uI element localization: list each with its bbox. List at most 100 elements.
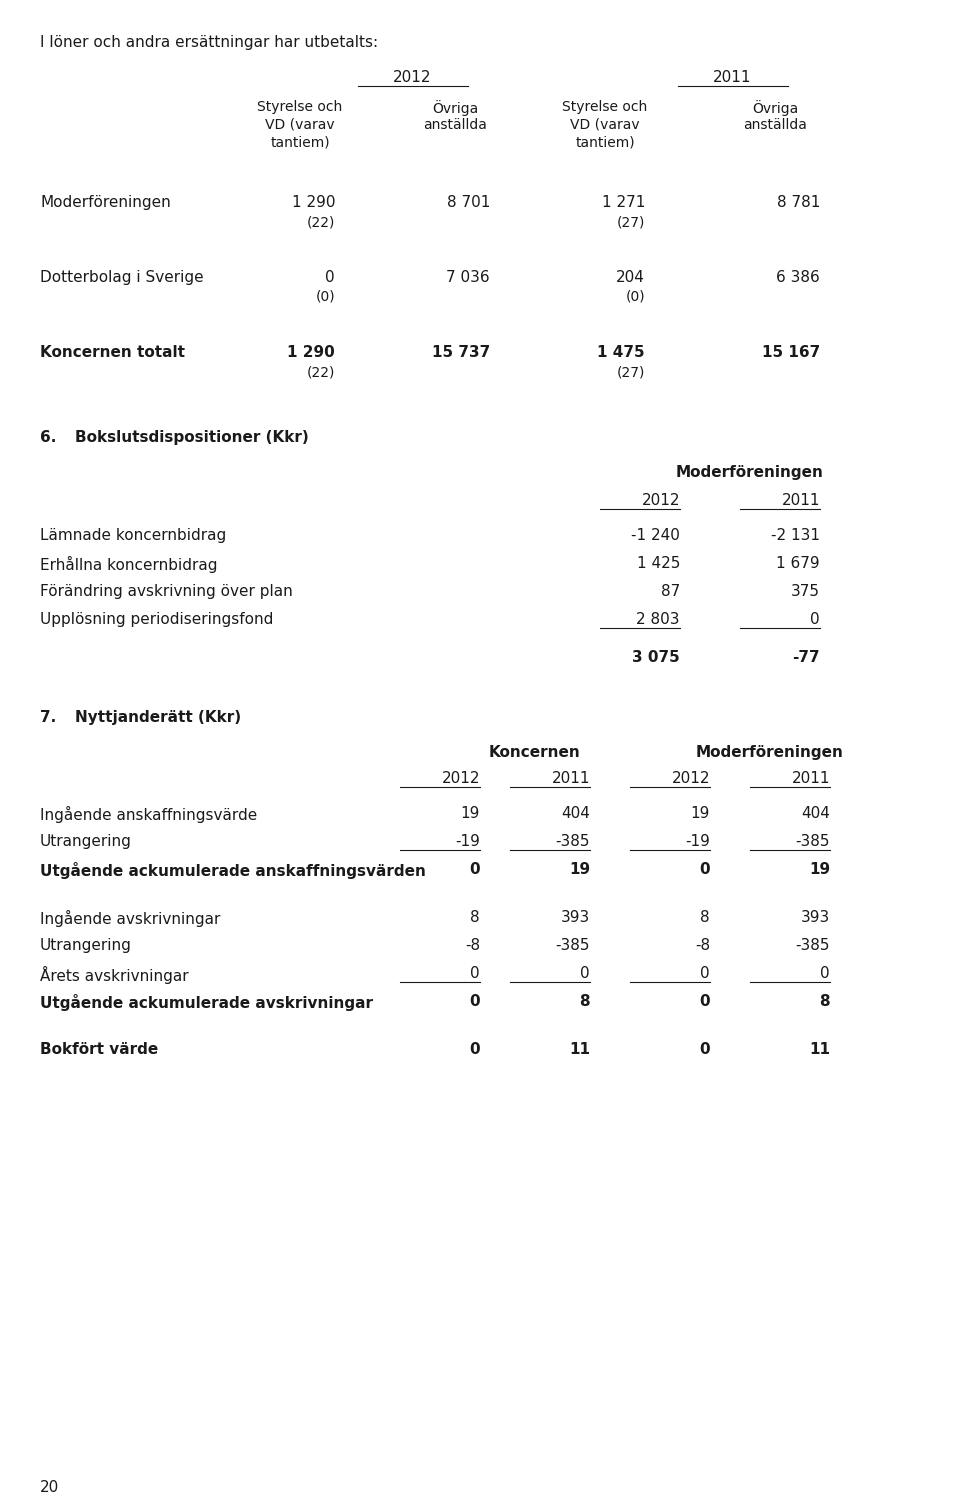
Text: 0: 0 xyxy=(469,1043,480,1058)
Text: 8 701: 8 701 xyxy=(446,195,490,210)
Text: -385: -385 xyxy=(556,938,590,953)
Text: 15 167: 15 167 xyxy=(761,345,820,360)
Text: 19: 19 xyxy=(569,861,590,876)
Text: 2011: 2011 xyxy=(551,771,590,786)
Text: (27): (27) xyxy=(616,366,645,379)
Text: 2011: 2011 xyxy=(713,70,752,85)
Text: Moderföreningen: Moderföreningen xyxy=(676,465,824,480)
Text: Utgående ackumulerade anskaffningsvärden: Utgående ackumulerade anskaffningsvärden xyxy=(40,861,426,879)
Text: 8: 8 xyxy=(820,994,830,1009)
Text: 0: 0 xyxy=(701,966,710,981)
Text: Utrangering: Utrangering xyxy=(40,834,132,849)
Text: 393: 393 xyxy=(801,910,830,925)
Text: 6 386: 6 386 xyxy=(777,270,820,286)
Text: 19: 19 xyxy=(809,861,830,876)
Text: 11: 11 xyxy=(569,1043,590,1058)
Text: 1 425: 1 425 xyxy=(636,556,680,571)
Text: (27): (27) xyxy=(616,215,645,230)
Text: Dotterbolag i Sverige: Dotterbolag i Sverige xyxy=(40,270,204,286)
Text: -77: -77 xyxy=(792,650,820,665)
Text: Årets avskrivningar: Årets avskrivningar xyxy=(40,966,188,984)
Text: Utgående ackumulerade avskrivningar: Utgående ackumulerade avskrivningar xyxy=(40,994,373,1011)
Text: 0: 0 xyxy=(469,861,480,876)
Text: Ingående avskrivningar: Ingående avskrivningar xyxy=(40,910,221,928)
Text: -19: -19 xyxy=(685,834,710,849)
Text: 19: 19 xyxy=(690,805,710,820)
Text: 11: 11 xyxy=(809,1043,830,1058)
Text: Övriga: Övriga xyxy=(752,100,798,116)
Text: tantiem): tantiem) xyxy=(575,136,635,150)
Text: Lämnade koncernbidrag: Lämnade koncernbidrag xyxy=(40,527,227,542)
Text: 8: 8 xyxy=(580,994,590,1009)
Text: Bokslutsdispositioner (Kkr): Bokslutsdispositioner (Kkr) xyxy=(75,431,309,446)
Text: Upplösning periodiseringsfond: Upplösning periodiseringsfond xyxy=(40,612,274,627)
Text: anställda: anställda xyxy=(743,118,807,131)
Text: -8: -8 xyxy=(465,938,480,953)
Text: 2012: 2012 xyxy=(671,771,710,786)
Text: Nyttjanderätt (Kkr): Nyttjanderätt (Kkr) xyxy=(75,710,241,725)
Text: (0): (0) xyxy=(316,290,335,304)
Text: (0): (0) xyxy=(625,290,645,304)
Text: -385: -385 xyxy=(556,834,590,849)
Text: tantiem): tantiem) xyxy=(270,136,330,150)
Text: 2011: 2011 xyxy=(791,771,830,786)
Text: 375: 375 xyxy=(791,583,820,598)
Text: VD (varav: VD (varav xyxy=(265,118,335,131)
Text: 0: 0 xyxy=(470,966,480,981)
Text: -385: -385 xyxy=(796,938,830,953)
Text: -8: -8 xyxy=(695,938,710,953)
Text: 1 290: 1 290 xyxy=(287,345,335,360)
Text: Bokfört värde: Bokfört värde xyxy=(40,1043,158,1058)
Text: -1 240: -1 240 xyxy=(631,527,680,542)
Text: Utrangering: Utrangering xyxy=(40,938,132,953)
Text: 8: 8 xyxy=(701,910,710,925)
Text: Övriga: Övriga xyxy=(432,100,478,116)
Text: 6.: 6. xyxy=(40,431,57,446)
Text: VD (varav: VD (varav xyxy=(570,118,639,131)
Text: 7.: 7. xyxy=(40,710,57,725)
Text: 0: 0 xyxy=(700,861,710,876)
Text: 0: 0 xyxy=(581,966,590,981)
Text: 0: 0 xyxy=(700,1043,710,1058)
Text: 0: 0 xyxy=(469,994,480,1009)
Text: 404: 404 xyxy=(562,805,590,820)
Text: Förändring avskrivning över plan: Förändring avskrivning över plan xyxy=(40,583,293,598)
Text: -2 131: -2 131 xyxy=(771,527,820,542)
Text: 1 475: 1 475 xyxy=(597,345,645,360)
Text: (22): (22) xyxy=(306,366,335,379)
Text: 8 781: 8 781 xyxy=(777,195,820,210)
Text: 1 679: 1 679 xyxy=(777,556,820,571)
Text: 7 036: 7 036 xyxy=(446,270,490,286)
Text: 3 075: 3 075 xyxy=(633,650,680,665)
Text: Styrelse och: Styrelse och xyxy=(563,100,648,113)
Text: 393: 393 xyxy=(561,910,590,925)
Text: 19: 19 xyxy=(461,805,480,820)
Text: Styrelse och: Styrelse och xyxy=(257,100,343,113)
Text: anställda: anställda xyxy=(423,118,487,131)
Text: -385: -385 xyxy=(796,834,830,849)
Text: 0: 0 xyxy=(325,270,335,286)
Text: 2011: 2011 xyxy=(781,493,820,508)
Text: 20: 20 xyxy=(40,1479,60,1494)
Text: Koncernen totalt: Koncernen totalt xyxy=(40,345,185,360)
Text: I löner och andra ersättningar har utbetalts:: I löner och andra ersättningar har utbet… xyxy=(40,35,378,50)
Text: 2 803: 2 803 xyxy=(636,612,680,627)
Text: 2012: 2012 xyxy=(442,771,480,786)
Text: Ingående anskaffningsvärde: Ingående anskaffningsvärde xyxy=(40,805,257,823)
Text: 1 271: 1 271 xyxy=(602,195,645,210)
Text: 0: 0 xyxy=(821,966,830,981)
Text: Erhållna koncernbidrag: Erhållna koncernbidrag xyxy=(40,556,218,573)
Text: (22): (22) xyxy=(306,215,335,230)
Text: Moderföreningen: Moderföreningen xyxy=(40,195,171,210)
Text: 2012: 2012 xyxy=(394,70,432,85)
Text: 87: 87 xyxy=(660,583,680,598)
Text: 8: 8 xyxy=(470,910,480,925)
Text: 15 737: 15 737 xyxy=(432,345,490,360)
Text: 0: 0 xyxy=(700,994,710,1009)
Text: -19: -19 xyxy=(455,834,480,849)
Text: 0: 0 xyxy=(810,612,820,627)
Text: 1 290: 1 290 xyxy=(292,195,335,210)
Text: 2012: 2012 xyxy=(641,493,680,508)
Text: Moderföreningen: Moderföreningen xyxy=(696,745,844,760)
Text: 404: 404 xyxy=(802,805,830,820)
